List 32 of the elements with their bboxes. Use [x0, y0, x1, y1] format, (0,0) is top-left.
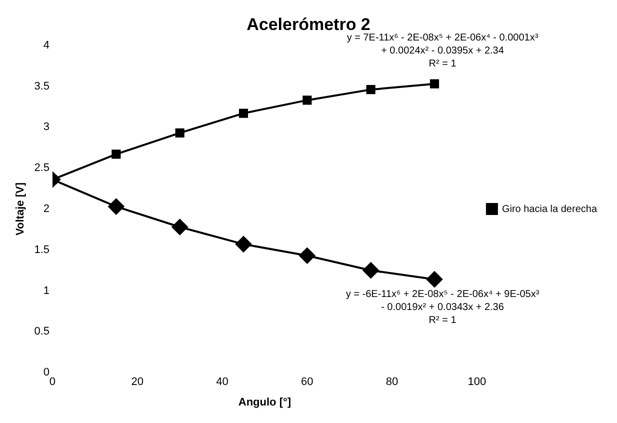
point: [426, 271, 442, 288]
point: [112, 150, 121, 159]
y-tick-label: 1: [43, 284, 50, 297]
x-tick-label: 80: [386, 376, 398, 388]
y-tick-label: 3: [43, 121, 50, 134]
legend-label: Giro hacia la derecha: [502, 204, 598, 215]
y-tick-label: 2.5: [34, 162, 50, 174]
point: [175, 128, 184, 138]
point: [362, 262, 379, 278]
point: [172, 218, 188, 235]
annotation: y = 7E-11x⁶ - 2E-08x⁵ + 2E-06x⁴ - 0.0001x³ + 0.0024x² - 0.0395x + 2.34 R² = 1: [346, 32, 539, 70]
point: [235, 236, 252, 252]
y-tick-label: 0: [43, 366, 50, 379]
x-tick-label: 40: [216, 376, 228, 388]
point: [302, 96, 312, 105]
chart-title: Acelerómetro 2: [246, 14, 370, 34]
y-tick-label: 4: [43, 39, 50, 52]
x-tick-label: 20: [131, 376, 144, 388]
point: [366, 85, 376, 94]
point: [299, 248, 316, 264]
point: [238, 108, 248, 118]
y-tick-label: 3.5: [34, 80, 50, 92]
y-tick-label: 2: [43, 203, 50, 216]
point: [108, 198, 124, 215]
y-tick-label: 1.5: [34, 244, 50, 256]
x-tick-label: 100: [468, 376, 486, 388]
x-tick-label: 60: [301, 376, 314, 388]
x-axis-title: Angulo [°]: [238, 396, 292, 408]
y-tick-label: 0.5: [34, 326, 50, 338]
point: [430, 79, 440, 88]
annotation: y = -6E-11x⁶ + 2E-08x⁵ - 2E-06x⁴ + 9E-05x³ - 0.0019x² + 0.0343x + 2.36 R² = 1: [346, 289, 540, 326]
y-axis-title: Voltaje [V]: [14, 182, 27, 236]
